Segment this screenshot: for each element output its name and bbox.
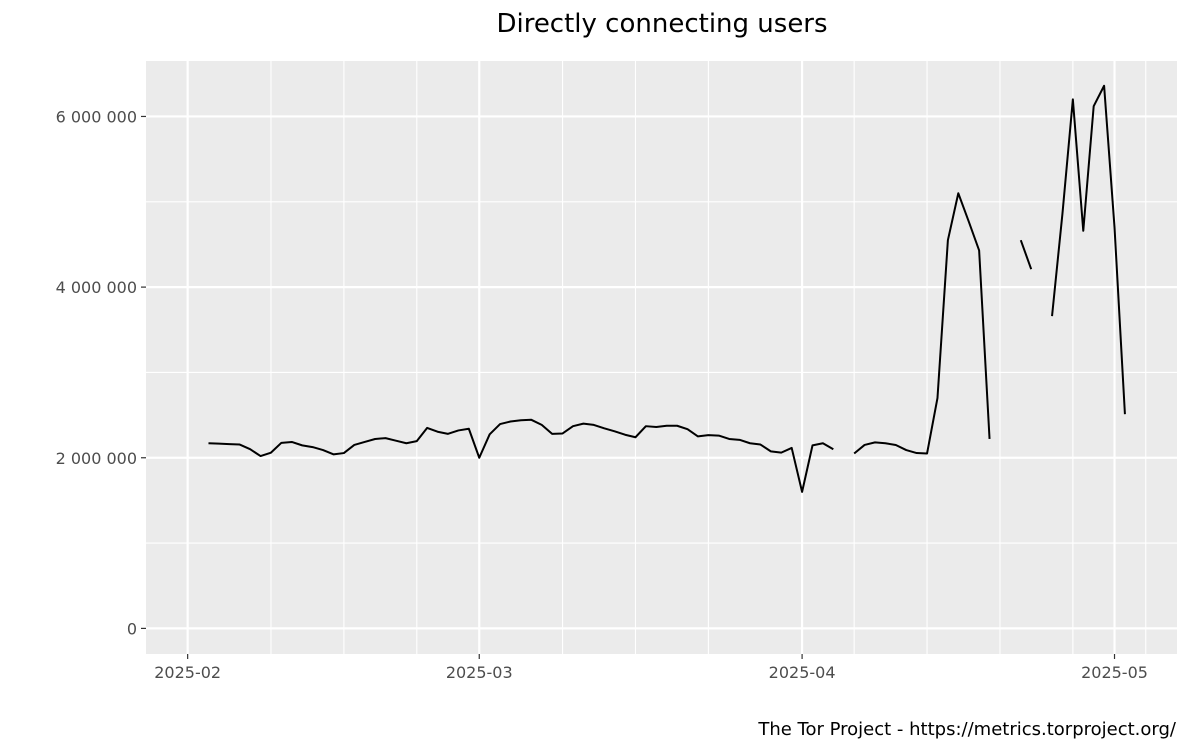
y-tick-label-0: 0: [127, 619, 137, 638]
series-line-segment-0: [208, 418, 834, 493]
x-tick-label-1: 2025-03: [446, 663, 513, 682]
series-line-segment-3: [1051, 84, 1126, 415]
x-tick-label-3: 2025-05: [1081, 663, 1148, 682]
y-axis: 0 2 000 000 4 000 000 6 000 000: [56, 107, 146, 638]
x-axis: 2025-02 2025-03 2025-04 2025-05: [154, 654, 1148, 682]
series-line-segment-1: [853, 192, 991, 455]
x-tick-label-0: 2025-02: [154, 663, 221, 682]
y-tick-label-2: 4 000 000: [56, 278, 137, 297]
major-gridlines: [146, 61, 1177, 654]
series-line-segment-2: [1019, 239, 1033, 270]
chart-title: Directly connecting users: [496, 9, 827, 39]
y-tick-label-3: 6 000 000: [56, 107, 137, 126]
x-tick-label-2: 2025-04: [769, 663, 836, 682]
chart-caption: The Tor Project - https://metrics.torpro…: [757, 719, 1177, 740]
y-tick-label-1: 2 000 000: [56, 449, 137, 468]
series-users: [208, 84, 1126, 493]
minor-gridlines: [146, 61, 1177, 654]
plot-panel: [146, 61, 1177, 654]
